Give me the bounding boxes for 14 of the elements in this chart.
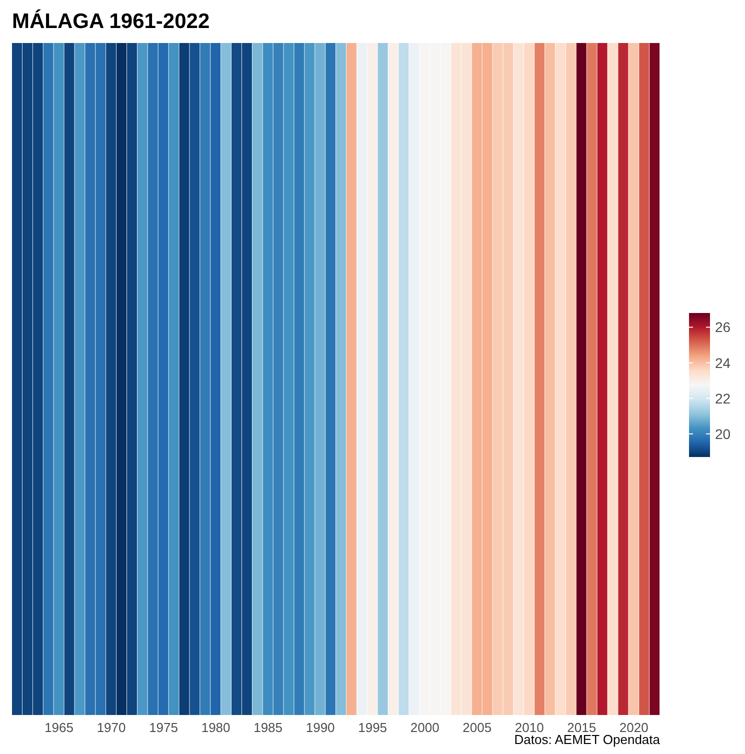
color-bar-label: 20 xyxy=(715,426,731,442)
x-tick-label: 1965 xyxy=(44,720,74,736)
x-tick-label: 2005 xyxy=(462,720,492,736)
color-bar-label: 24 xyxy=(715,354,731,371)
x-tick-label: 1990 xyxy=(306,720,335,736)
color-bar-label: 26 xyxy=(715,319,731,336)
color-bar-label: 22 xyxy=(715,390,731,406)
x-tick-label: 1970 xyxy=(96,720,126,736)
x-tick-label: 1995 xyxy=(358,720,388,736)
x-tick-label: 1980 xyxy=(201,720,230,736)
x-tick-label: 1975 xyxy=(149,720,178,736)
x-tick-label: 2000 xyxy=(410,720,440,736)
x-tick-label: 1985 xyxy=(254,720,283,736)
chart-title: MÁLAGA 1961-2022 xyxy=(12,10,210,34)
